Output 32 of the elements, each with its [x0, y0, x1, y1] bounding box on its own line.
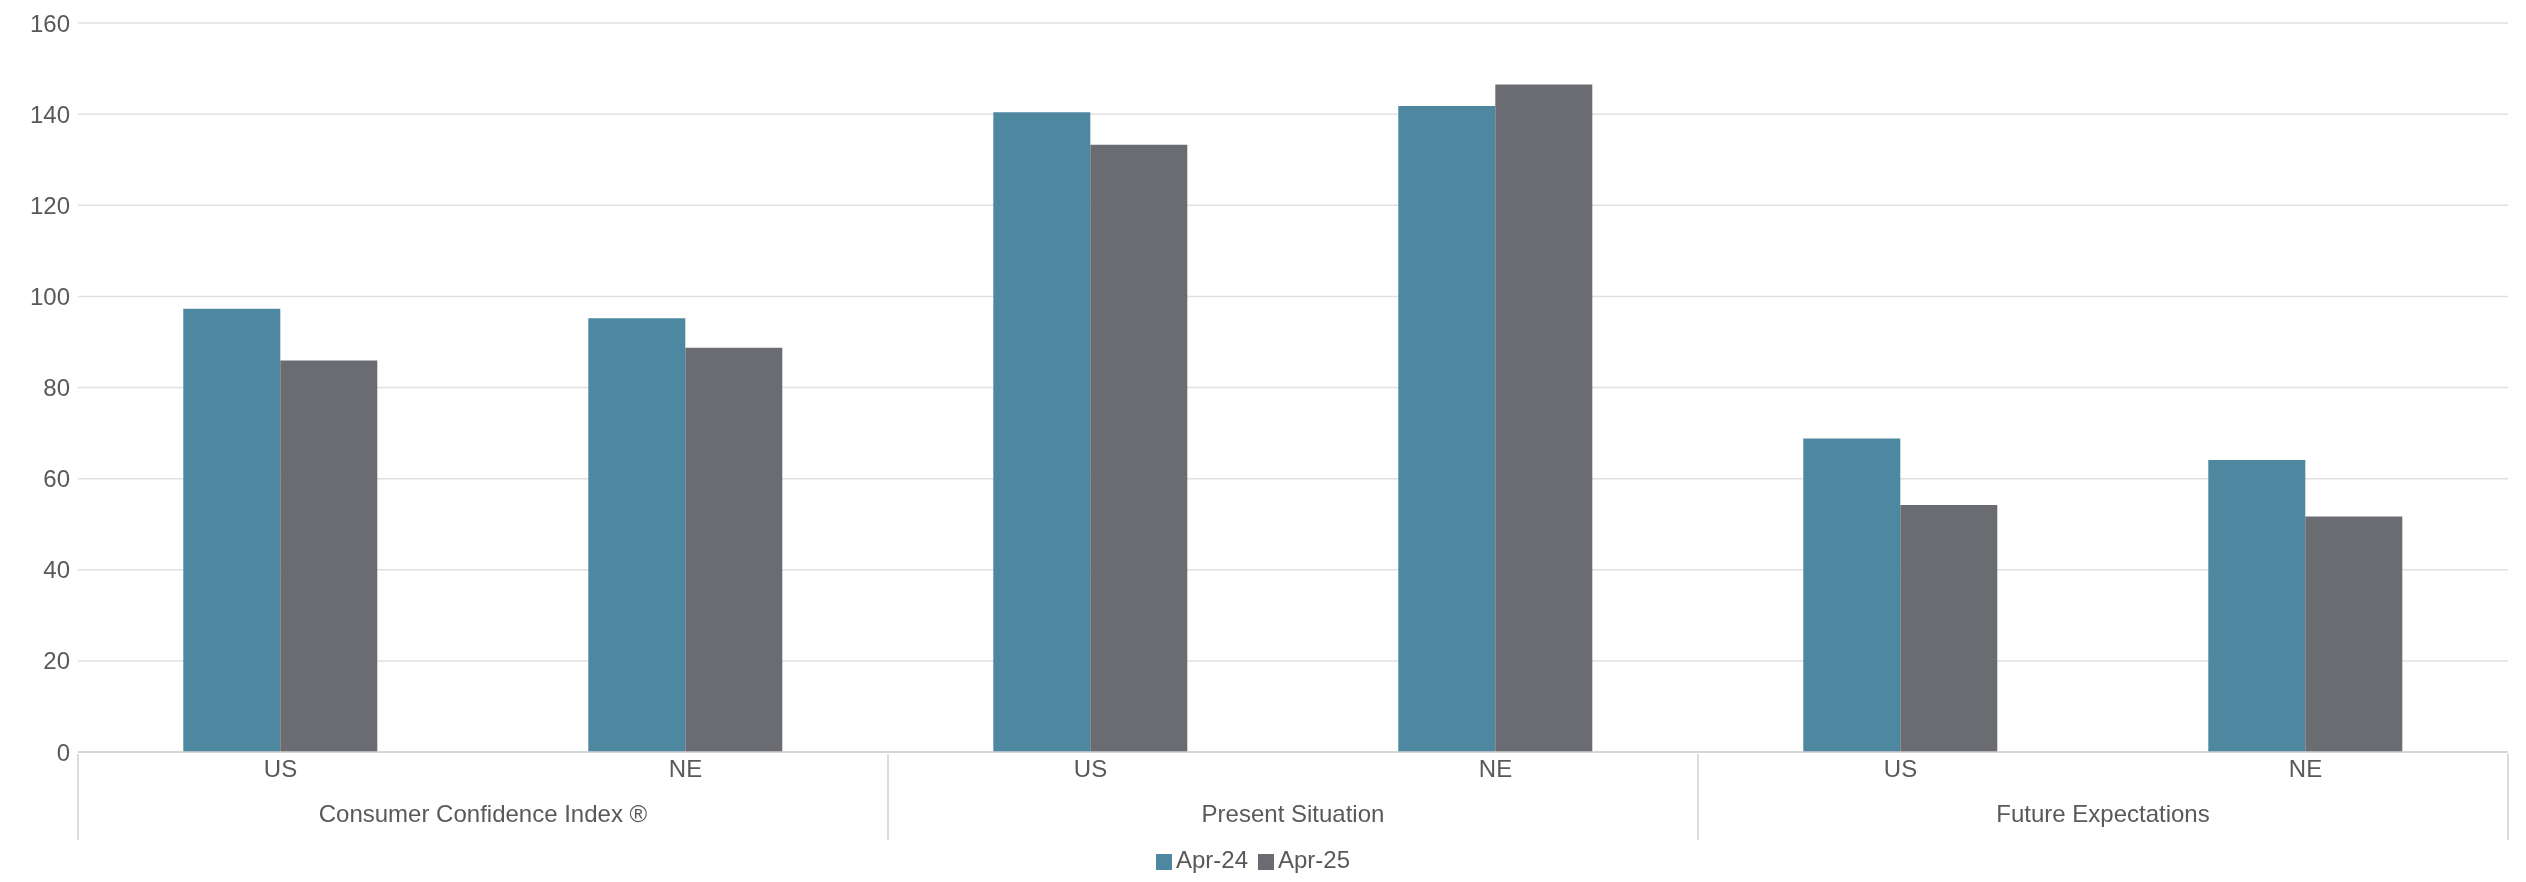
bar [1803, 438, 1901, 752]
bar [280, 360, 378, 752]
y-tick-label: 60 [43, 465, 70, 493]
x-tick-label: NE [668, 755, 703, 783]
x-tick-label: US [1883, 755, 1918, 783]
bar [1398, 105, 1496, 752]
bar [2208, 459, 2306, 752]
x-tick-label: NE [2288, 755, 2323, 783]
y-tick-label: 160 [29, 9, 70, 37]
bar [2305, 516, 2403, 752]
text: Consumer Confidence Index ® [318, 800, 648, 827]
x-tick-label: US [263, 755, 298, 783]
legend-label: Apr-24 [1175, 846, 1248, 873]
y-tick-label: 40 [43, 556, 70, 584]
y-tick-label: 0 [56, 738, 70, 766]
bar [685, 347, 783, 752]
x-tick-label: US [1073, 755, 1108, 783]
y-tick-label: 140 [29, 100, 70, 128]
bar [588, 318, 686, 752]
y-tick-label: 120 [29, 191, 70, 219]
y-tick-label: 100 [29, 282, 70, 310]
bar [183, 308, 281, 752]
legend-label: Apr-25 [1278, 846, 1351, 873]
text: Future Expectations [1996, 800, 2210, 827]
text: Present Situation [1201, 800, 1385, 827]
bar [1090, 144, 1188, 752]
bar [1495, 84, 1593, 752]
bar [993, 112, 1091, 752]
x-tick-label: NE [1478, 755, 1513, 783]
y-tick-label: 80 [43, 374, 70, 402]
y-tick-label: 20 [43, 647, 70, 675]
bar [1900, 505, 1998, 752]
